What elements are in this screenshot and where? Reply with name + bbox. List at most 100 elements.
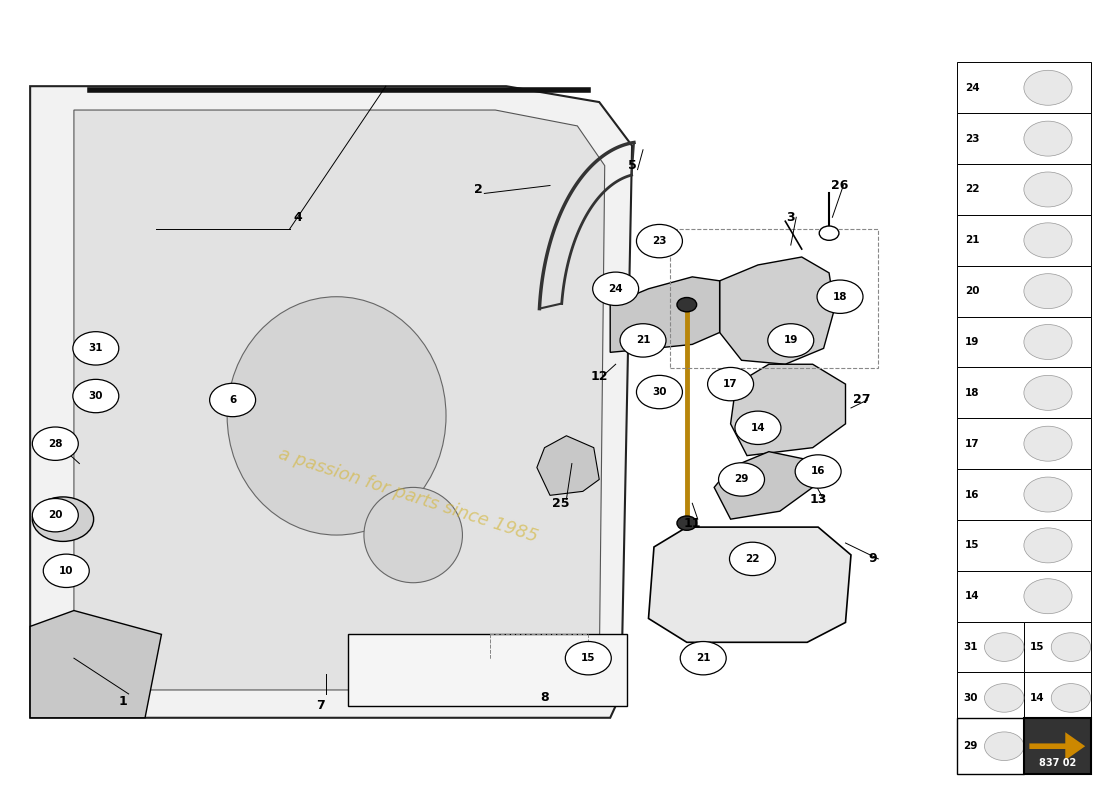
Text: 5: 5 xyxy=(628,159,637,172)
Circle shape xyxy=(32,497,94,542)
Text: 27: 27 xyxy=(854,394,871,406)
Polygon shape xyxy=(30,610,162,718)
Bar xyxy=(957,520,1091,571)
Text: 24: 24 xyxy=(608,284,623,294)
Circle shape xyxy=(1024,70,1072,106)
Text: 16: 16 xyxy=(965,490,980,499)
Bar xyxy=(957,367,1091,418)
Text: 25: 25 xyxy=(552,497,570,510)
Circle shape xyxy=(1024,578,1072,614)
Text: 12: 12 xyxy=(591,370,608,382)
Bar xyxy=(957,718,1024,774)
Text: a passion for parts since 1985: a passion for parts since 1985 xyxy=(276,445,540,546)
Polygon shape xyxy=(537,436,600,495)
Text: 21: 21 xyxy=(965,235,980,246)
Text: 22: 22 xyxy=(745,554,760,564)
Polygon shape xyxy=(714,452,813,519)
Text: 4: 4 xyxy=(294,210,302,224)
Bar xyxy=(957,266,1091,317)
Bar xyxy=(957,164,1091,215)
Bar xyxy=(957,317,1091,367)
Text: 15: 15 xyxy=(1030,642,1044,652)
Text: 20: 20 xyxy=(48,510,63,520)
Bar xyxy=(957,215,1091,266)
Text: 21: 21 xyxy=(636,335,650,346)
Text: 31: 31 xyxy=(962,642,978,652)
Text: 11: 11 xyxy=(683,517,701,530)
Text: 17: 17 xyxy=(965,438,980,449)
Text: 19: 19 xyxy=(783,335,798,346)
Circle shape xyxy=(32,498,78,532)
Bar xyxy=(957,622,1024,673)
Text: 30: 30 xyxy=(652,387,667,397)
Text: 2: 2 xyxy=(474,183,483,196)
Circle shape xyxy=(676,516,696,530)
Text: 29: 29 xyxy=(735,474,749,485)
Text: 15: 15 xyxy=(965,540,980,550)
Circle shape xyxy=(735,411,781,445)
Text: 19: 19 xyxy=(966,337,980,347)
Circle shape xyxy=(1024,426,1072,461)
Text: 13: 13 xyxy=(810,493,827,506)
Polygon shape xyxy=(74,110,605,690)
Text: 8: 8 xyxy=(540,691,549,705)
Bar xyxy=(670,229,878,368)
Circle shape xyxy=(1024,528,1072,563)
Circle shape xyxy=(984,732,1024,761)
Circle shape xyxy=(1052,684,1091,712)
Circle shape xyxy=(637,225,682,258)
Circle shape xyxy=(593,272,639,306)
Circle shape xyxy=(565,642,612,675)
Bar xyxy=(957,571,1091,622)
Text: 26: 26 xyxy=(832,179,849,192)
Text: 30: 30 xyxy=(89,391,103,401)
Bar xyxy=(957,114,1091,164)
Polygon shape xyxy=(730,364,846,456)
Bar xyxy=(1024,718,1091,774)
Text: 16: 16 xyxy=(811,466,825,477)
Circle shape xyxy=(43,554,89,587)
Circle shape xyxy=(1024,325,1072,359)
Text: 10: 10 xyxy=(59,566,74,576)
Text: 3: 3 xyxy=(786,210,795,224)
Text: 14: 14 xyxy=(965,591,980,602)
Text: 28: 28 xyxy=(48,438,63,449)
Circle shape xyxy=(768,324,814,357)
Text: 18: 18 xyxy=(965,388,980,398)
Text: 23: 23 xyxy=(652,236,667,246)
Text: 14: 14 xyxy=(750,423,766,433)
Circle shape xyxy=(620,324,666,357)
Circle shape xyxy=(1024,121,1072,156)
Circle shape xyxy=(1024,375,1072,410)
Text: 18: 18 xyxy=(833,292,847,302)
Polygon shape xyxy=(649,527,851,642)
Text: 15: 15 xyxy=(581,653,595,663)
Circle shape xyxy=(984,633,1024,662)
Circle shape xyxy=(817,280,864,314)
Bar xyxy=(1024,622,1091,673)
Circle shape xyxy=(676,298,696,312)
Circle shape xyxy=(795,455,842,488)
Text: 31: 31 xyxy=(89,343,103,354)
Bar xyxy=(957,673,1024,723)
Polygon shape xyxy=(30,86,632,718)
Polygon shape xyxy=(719,257,835,364)
Bar xyxy=(957,62,1091,114)
Text: 17: 17 xyxy=(724,379,738,389)
Circle shape xyxy=(707,367,754,401)
Text: 7: 7 xyxy=(316,699,324,712)
Circle shape xyxy=(73,332,119,365)
Ellipse shape xyxy=(227,297,446,535)
Circle shape xyxy=(73,379,119,413)
Text: 20: 20 xyxy=(965,286,980,296)
Polygon shape xyxy=(610,277,719,352)
Text: EPC: EPC xyxy=(142,324,410,445)
Text: 30: 30 xyxy=(962,693,978,703)
Circle shape xyxy=(680,642,726,675)
Circle shape xyxy=(32,427,78,460)
Bar xyxy=(957,469,1091,520)
Polygon shape xyxy=(1030,732,1086,760)
Text: 21: 21 xyxy=(696,653,711,663)
Bar xyxy=(957,418,1091,469)
Circle shape xyxy=(637,375,682,409)
